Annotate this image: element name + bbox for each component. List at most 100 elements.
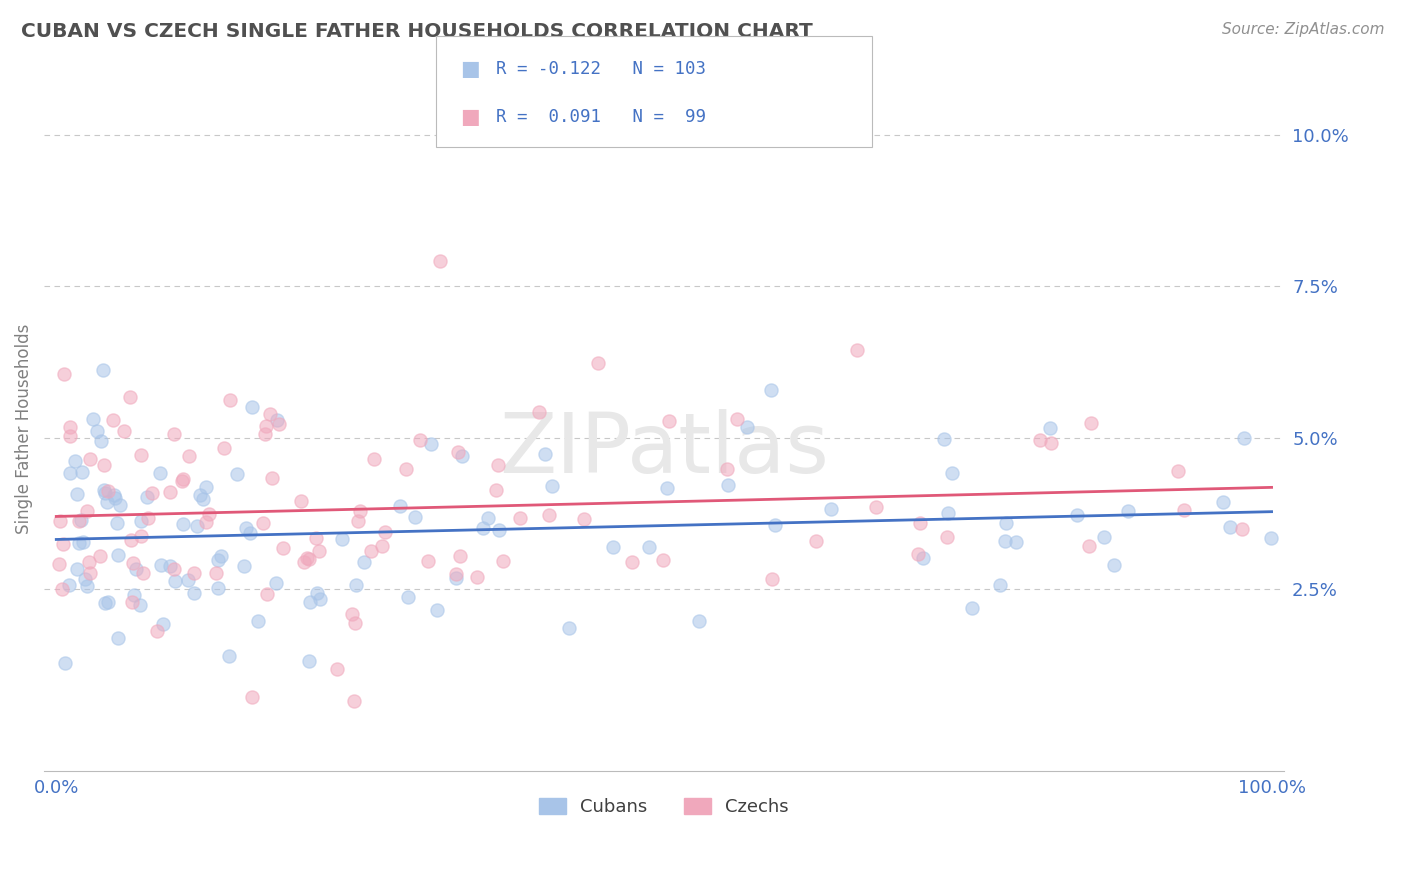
Point bbox=[688, 614, 710, 628]
Point bbox=[534, 446, 557, 460]
Point bbox=[96, 495, 118, 509]
Point bbox=[934, 432, 956, 446]
Point bbox=[52, 537, 75, 551]
Point bbox=[172, 517, 194, 532]
Point bbox=[911, 551, 934, 566]
Point bbox=[59, 467, 82, 481]
Point bbox=[907, 547, 929, 561]
Point bbox=[254, 419, 277, 434]
Point bbox=[935, 529, 957, 543]
Point bbox=[485, 483, 508, 497]
Point bbox=[936, 506, 959, 520]
Point bbox=[343, 615, 366, 630]
Point bbox=[120, 390, 142, 404]
Point bbox=[363, 451, 385, 466]
Point bbox=[48, 557, 70, 571]
Point bbox=[205, 566, 228, 581]
Point bbox=[82, 411, 104, 425]
Point bbox=[292, 556, 315, 570]
Point bbox=[69, 513, 91, 527]
Point bbox=[558, 621, 581, 635]
Text: ZIPatlas: ZIPatlas bbox=[499, 409, 830, 490]
Point bbox=[988, 578, 1011, 592]
Point bbox=[735, 419, 758, 434]
Point bbox=[941, 467, 963, 481]
Point bbox=[347, 514, 370, 528]
Y-axis label: Single Father Households: Single Father Households bbox=[15, 323, 32, 533]
Point bbox=[846, 343, 869, 357]
Point bbox=[105, 516, 128, 530]
Point bbox=[297, 551, 319, 566]
Point bbox=[290, 494, 312, 508]
Point bbox=[447, 444, 470, 458]
Point bbox=[1092, 530, 1115, 544]
Point bbox=[308, 543, 330, 558]
Point bbox=[409, 433, 432, 447]
Point bbox=[491, 554, 513, 568]
Text: R = -0.122   N = 103: R = -0.122 N = 103 bbox=[496, 60, 706, 78]
Point bbox=[107, 631, 129, 645]
Point bbox=[343, 694, 366, 708]
Point bbox=[353, 555, 375, 569]
Point bbox=[183, 566, 205, 580]
Point bbox=[218, 649, 240, 664]
Point bbox=[538, 508, 561, 523]
Point bbox=[52, 368, 75, 382]
Point bbox=[1260, 532, 1282, 546]
Point bbox=[374, 524, 396, 539]
Point bbox=[1104, 558, 1126, 572]
Point bbox=[103, 488, 125, 502]
Point bbox=[574, 512, 596, 526]
Point bbox=[132, 566, 155, 581]
Point bbox=[225, 467, 247, 482]
Point bbox=[586, 356, 609, 370]
Point bbox=[66, 562, 89, 576]
Point bbox=[170, 474, 193, 488]
Point bbox=[307, 586, 329, 600]
Point bbox=[865, 500, 887, 514]
Point bbox=[120, 533, 142, 547]
Point bbox=[194, 515, 217, 529]
Point bbox=[104, 491, 127, 505]
Point bbox=[240, 690, 263, 704]
Point bbox=[129, 529, 152, 543]
Point bbox=[267, 417, 290, 432]
Point bbox=[76, 504, 98, 518]
Point bbox=[1005, 535, 1028, 549]
Point bbox=[77, 555, 100, 569]
Point bbox=[72, 534, 94, 549]
Point bbox=[59, 429, 82, 443]
Point bbox=[1080, 416, 1102, 430]
Point bbox=[657, 414, 679, 428]
Point bbox=[112, 424, 135, 438]
Point bbox=[371, 539, 394, 553]
Point bbox=[444, 571, 467, 585]
Point bbox=[820, 501, 842, 516]
Point bbox=[163, 427, 186, 442]
Point bbox=[1233, 431, 1256, 445]
Point bbox=[66, 487, 89, 501]
Point bbox=[79, 566, 101, 580]
Point bbox=[247, 614, 270, 628]
Point bbox=[477, 511, 499, 525]
Point bbox=[110, 498, 132, 512]
Point bbox=[219, 392, 242, 407]
Point bbox=[177, 574, 200, 588]
Point bbox=[76, 579, 98, 593]
Point bbox=[89, 549, 111, 563]
Point bbox=[235, 521, 257, 535]
Point bbox=[725, 412, 748, 426]
Point bbox=[207, 582, 229, 596]
Point bbox=[141, 486, 163, 500]
Point bbox=[93, 458, 115, 472]
Text: R =  0.091   N =  99: R = 0.091 N = 99 bbox=[496, 108, 706, 126]
Point bbox=[131, 449, 153, 463]
Point bbox=[330, 532, 353, 546]
Point bbox=[266, 413, 288, 427]
Point bbox=[759, 383, 782, 397]
Point bbox=[129, 598, 152, 612]
Point bbox=[1167, 464, 1189, 478]
Point bbox=[262, 471, 284, 485]
Point bbox=[1040, 436, 1063, 450]
Point bbox=[298, 551, 321, 566]
